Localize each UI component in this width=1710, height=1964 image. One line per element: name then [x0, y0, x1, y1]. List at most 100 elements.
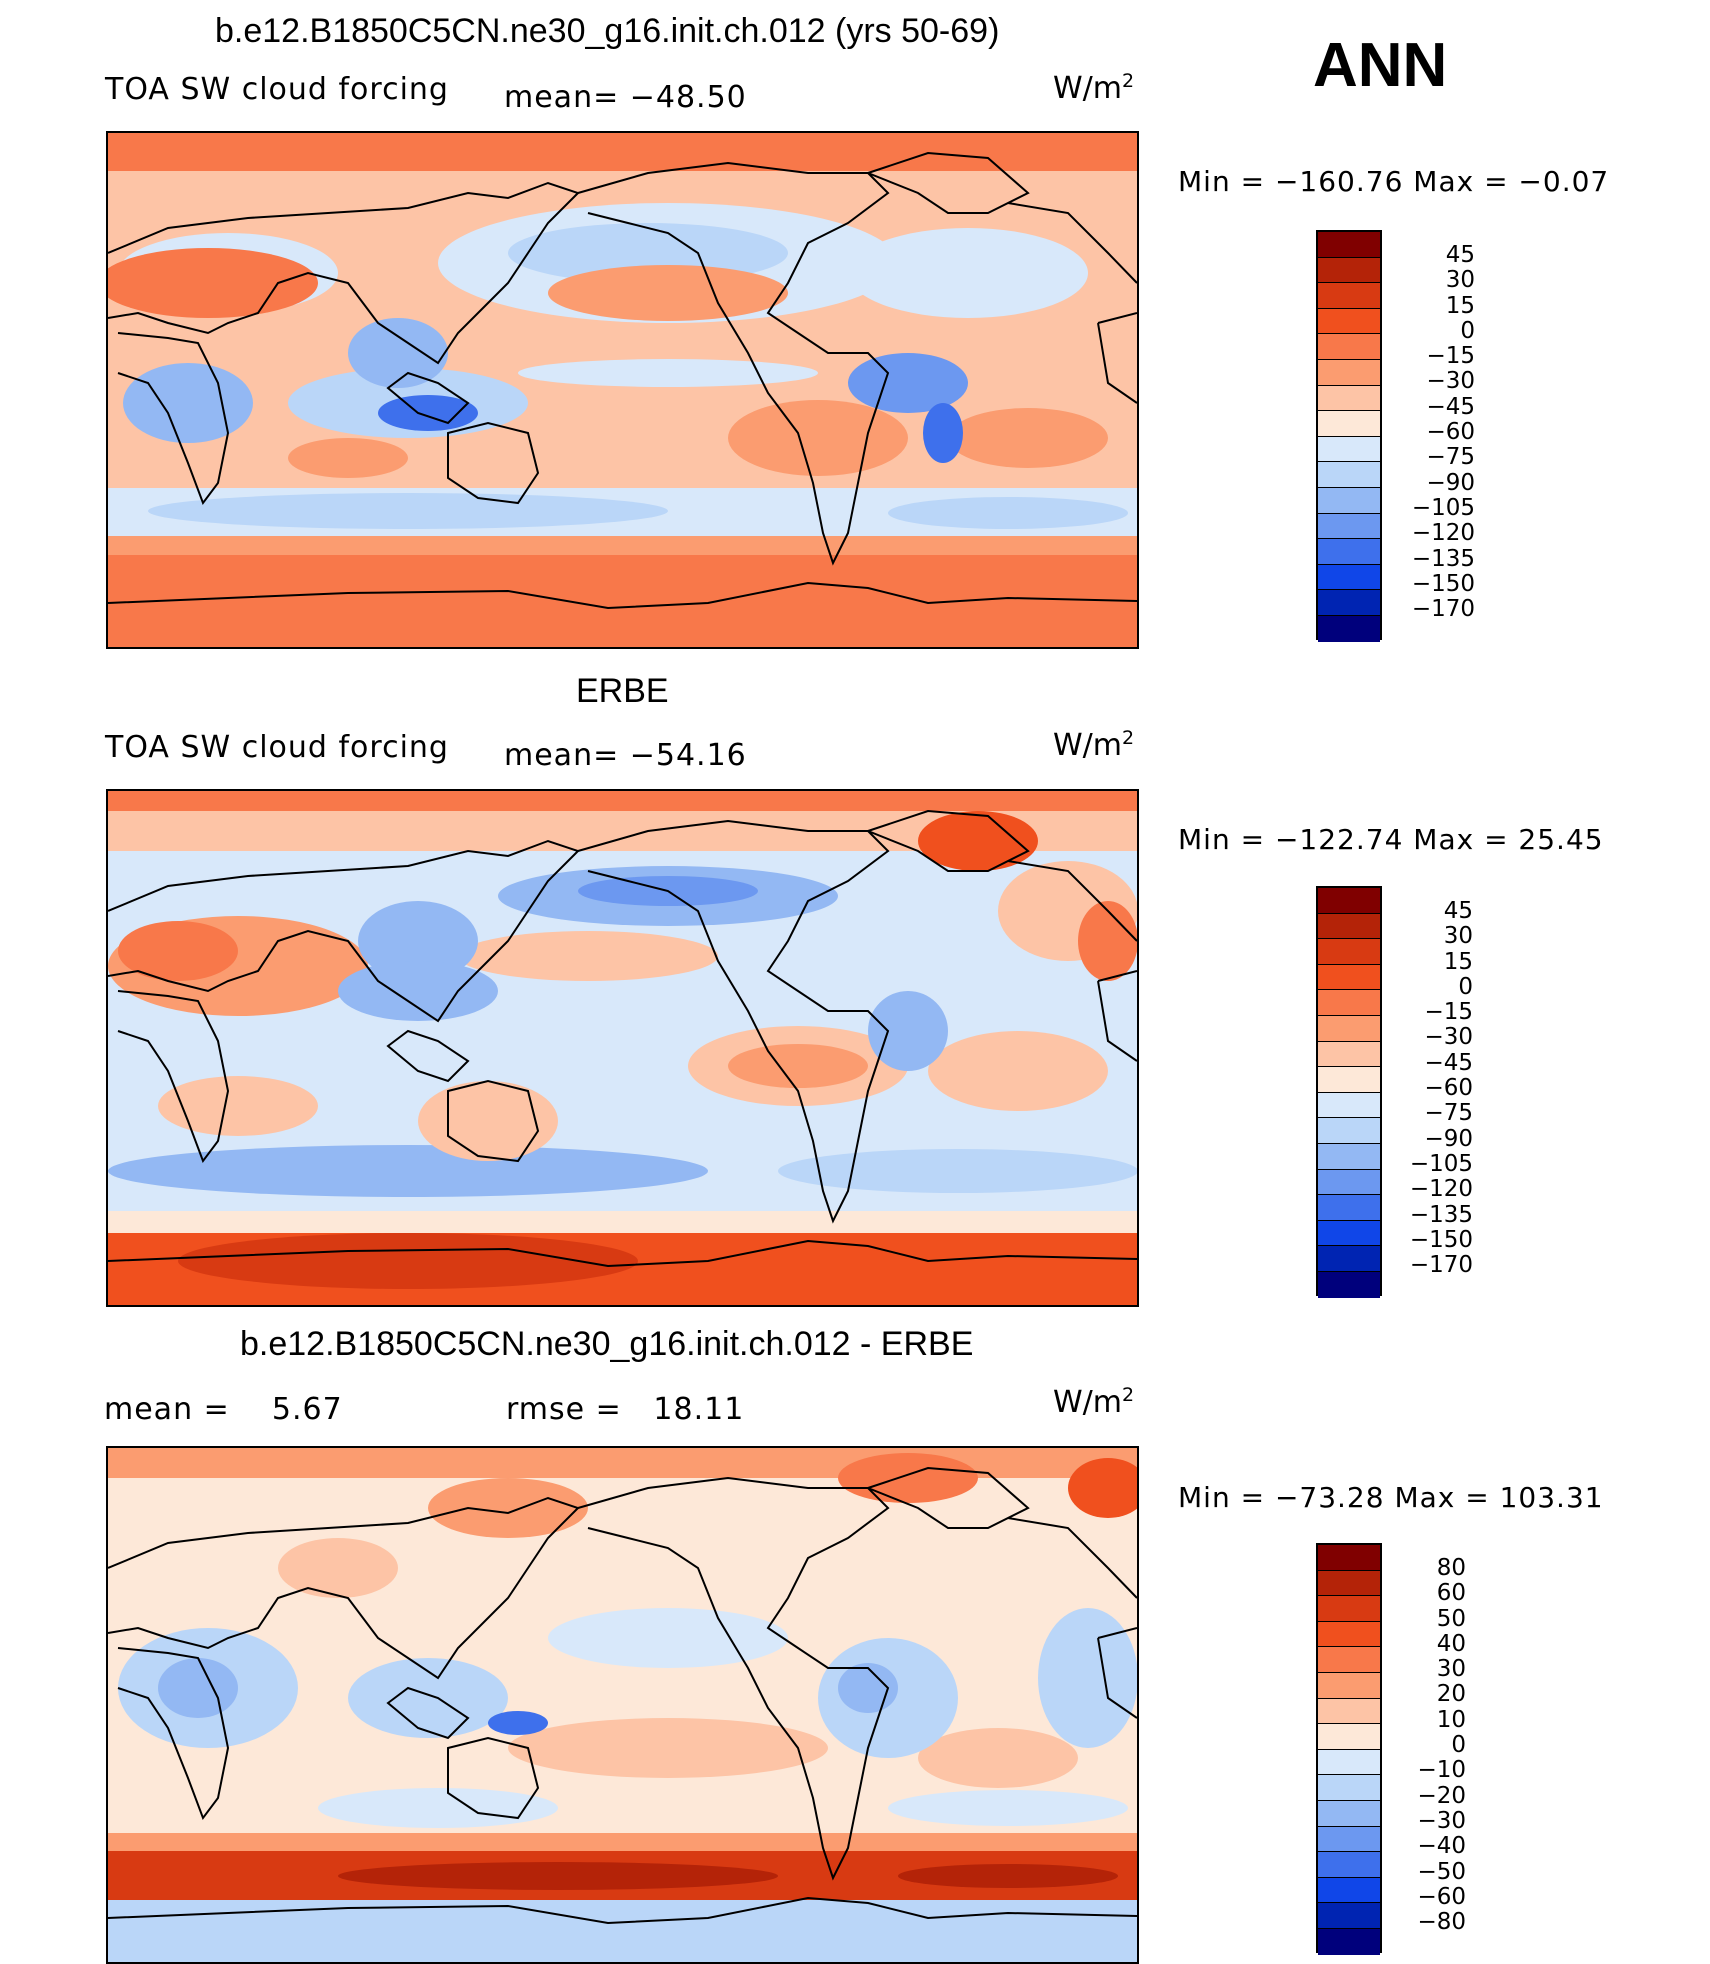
colorbar-tick-label: −80	[1417, 1909, 1466, 1936]
colorbar-tick-label: −75	[1424, 1100, 1473, 1127]
panel-1-variable-label: TOA SW cloud forcing	[105, 72, 449, 107]
colorbar-tick-label: 15	[1445, 292, 1475, 319]
colorbar-swatch	[1318, 283, 1380, 309]
colorbar-swatch	[1318, 1775, 1380, 1801]
colorbar-swatch	[1318, 539, 1380, 565]
colorbar-tick-label: −45	[1424, 1049, 1473, 1076]
colorbar-swatch	[1318, 1749, 1380, 1776]
colorbar-tick-label: 80	[1436, 1555, 1466, 1581]
panel-1-colorbar	[1316, 230, 1382, 642]
colorbar-tick-label: 0	[1451, 1732, 1466, 1759]
colorbar-tick-label: −170	[1409, 1252, 1473, 1279]
colorbar-swatch	[1318, 1041, 1380, 1068]
colorbar-swatch	[1318, 1143, 1380, 1170]
colorbar-tick-label: −135	[1411, 545, 1475, 572]
colorbar-tick-label: 45	[1443, 898, 1473, 924]
colorbar-tick-label: −120	[1411, 520, 1475, 547]
colorbar-swatch	[1318, 590, 1380, 616]
colorbar-swatch	[1318, 487, 1380, 514]
panel-3-mean: mean = 5.67	[104, 1392, 343, 1427]
panel-3-rmse: rmse = 18.11	[506, 1392, 745, 1427]
colorbar-swatch	[1318, 1826, 1380, 1853]
colorbar-swatch	[1318, 913, 1380, 940]
colorbar-swatch	[1318, 1015, 1380, 1042]
colorbar-swatch	[1318, 888, 1380, 914]
colorbar-tick-label: −105	[1411, 494, 1475, 521]
colorbar-tick-label: 0	[1460, 317, 1475, 344]
colorbar-swatch	[1318, 1877, 1380, 1904]
colorbar-swatch	[1318, 1903, 1380, 1929]
panel-1-colorbar-ticks: 45 30 15 0 −15 −30 −45 −60 −75 −90 −105 −120 −135 −15…	[1395, 242, 1475, 623]
colorbar-tick-label: −10	[1417, 1757, 1466, 1784]
colorbar-tick-label: −30	[1426, 368, 1475, 395]
season-label: ANN	[1313, 31, 1448, 100]
colorbar-tick-label: −60	[1426, 419, 1475, 446]
colorbar-tick-label: 0	[1458, 973, 1473, 1000]
colorbar-tick-label: −30	[1417, 1807, 1466, 1834]
colorbar-tick-label: 30	[1443, 923, 1473, 950]
colorbar-swatch	[1318, 359, 1380, 386]
colorbar-swatch	[1318, 411, 1380, 437]
colorbar-swatch	[1318, 1545, 1380, 1571]
colorbar-swatch	[1318, 436, 1380, 463]
panel-1-units: W/m2	[1053, 70, 1135, 106]
panel-3-title: b.e12.B1850C5CN.ne30_g16.init.ch.012 - E…	[240, 1325, 974, 1363]
colorbar-swatch	[1318, 1672, 1380, 1699]
colorbar-swatch	[1318, 564, 1380, 591]
colorbar-swatch	[1318, 939, 1380, 965]
panel-3-colorbar	[1316, 1543, 1382, 1955]
panel-3-colorbar-ticks: 80 60 50 40 30 20 10 0 −10 −20 −30 −40 −50 −60 −80	[1386, 1555, 1466, 1936]
panel-2-variable-label: TOA SW cloud forcing	[105, 730, 449, 765]
colorbar-tick-label: −30	[1424, 1024, 1473, 1051]
colorbar-tick-label: 30	[1436, 1656, 1466, 1683]
panel-2-units: W/m2	[1053, 727, 1135, 763]
colorbar-tick-label: 20	[1436, 1681, 1466, 1708]
colorbar-swatch	[1318, 1621, 1380, 1648]
colorbar-swatch	[1318, 1596, 1380, 1622]
colorbar-swatch	[1318, 462, 1380, 488]
colorbar-swatch	[1318, 1195, 1380, 1221]
panel-2-minmax: Min = −122.74 Max = 25.45	[1178, 823, 1604, 856]
colorbar-tick-label: 40	[1436, 1630, 1466, 1657]
colorbar-swatch	[1318, 1800, 1380, 1827]
panel-3-minmax: Min = −73.28 Max = 103.31	[1178, 1481, 1604, 1514]
colorbar-swatch	[1318, 1246, 1380, 1272]
colorbar-swatch	[1318, 1118, 1380, 1144]
colorbar-swatch	[1318, 257, 1380, 284]
colorbar-tick-label: 30	[1445, 267, 1475, 294]
colorbar-tick-label: −120	[1409, 1176, 1473, 1203]
panel-2-mean: mean= −54.16	[504, 738, 747, 773]
colorbar-swatch	[1318, 1271, 1380, 1298]
colorbar-tick-label: −15	[1424, 999, 1473, 1026]
colorbar-tick-label: −15	[1426, 343, 1475, 370]
panel-1-title: b.e12.B1850C5CN.ne30_g16.init.ch.012 (yr…	[215, 12, 1000, 50]
colorbar-tick-label: −150	[1409, 1226, 1473, 1253]
colorbar-swatch	[1318, 1570, 1380, 1597]
colorbar-tick-label: 50	[1436, 1605, 1466, 1632]
colorbar-tick-label: −90	[1424, 1125, 1473, 1152]
colorbar-tick-label: −90	[1426, 469, 1475, 496]
panel-1-mean: mean= −48.50	[504, 80, 747, 115]
panel-1-map	[106, 131, 1139, 649]
panel-3-units: W/m2	[1053, 1384, 1135, 1420]
colorbar-tick-label: −170	[1411, 596, 1475, 623]
colorbar-swatch	[1318, 232, 1380, 258]
colorbar-swatch	[1318, 513, 1380, 540]
colorbar-swatch	[1318, 1092, 1380, 1119]
colorbar-swatch	[1318, 1067, 1380, 1093]
panel-1-minmax: Min = −160.76 Max = −0.07	[1178, 165, 1610, 198]
colorbar-tick-label: −75	[1426, 444, 1475, 471]
colorbar-swatch	[1318, 385, 1380, 412]
colorbar-tick-label: −50	[1417, 1858, 1466, 1885]
colorbar-swatch	[1318, 1724, 1380, 1750]
colorbar-tick-label: 45	[1445, 242, 1475, 268]
colorbar-swatch	[1318, 615, 1380, 642]
colorbar-tick-label: −45	[1426, 393, 1475, 420]
panel-3-map	[106, 1446, 1139, 1964]
colorbar-tick-label: −150	[1411, 570, 1475, 597]
colorbar-swatch	[1318, 990, 1380, 1016]
colorbar-tick-label: 15	[1443, 948, 1473, 975]
colorbar-tick-label: −135	[1409, 1201, 1473, 1228]
panel-2-title: ERBE	[576, 672, 669, 710]
colorbar-tick-label: −20	[1417, 1782, 1466, 1809]
